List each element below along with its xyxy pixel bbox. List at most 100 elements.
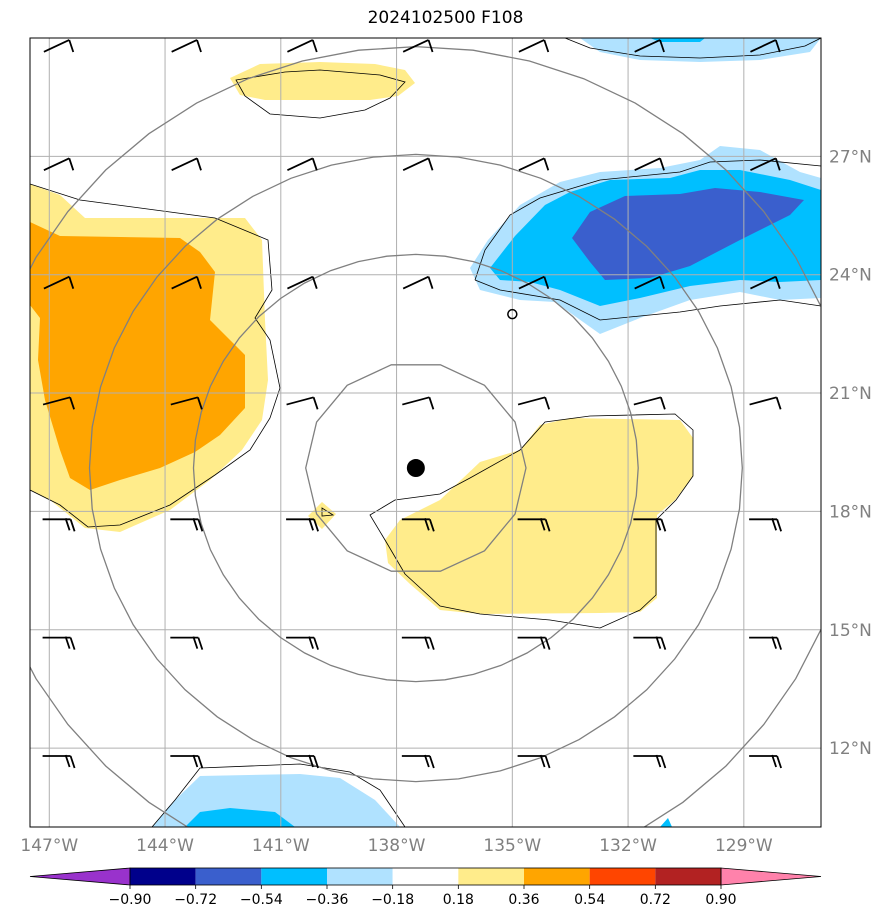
lon-tick-label-5: 132°W [599, 836, 657, 856]
lat-tick-label-4: 15°N [829, 621, 872, 641]
wind-barb-12 [634, 157, 665, 171]
wind-barb-0 [43, 39, 75, 53]
wind-barb-39 [517, 636, 551, 650]
lon-tick-label-6: 129°W [715, 836, 773, 856]
negative-anomaly-south-sliver [660, 818, 672, 827]
lat-tick-label-0: 27°N [829, 147, 872, 167]
colorbar-segment-5 [458, 868, 524, 885]
wind-barb-18 [518, 275, 550, 290]
colorbar-segment-1 [195, 868, 262, 885]
colorbar-segment-3 [327, 868, 393, 885]
contour-topright [564, 38, 821, 59]
wind-barb-9 [287, 157, 318, 171]
wind-barb-25 [517, 396, 550, 410]
wind-barb-17 [402, 275, 434, 290]
colorbar-segment-8 [655, 868, 721, 885]
latitude-axis: 27°N 24°N 21°N 18°N 15°N 12°N [829, 147, 872, 759]
wind-barb-44 [286, 754, 319, 769]
wind-barb-14 [43, 275, 75, 290]
wind-barb-5 [634, 39, 665, 53]
positive-anomaly-north [230, 62, 415, 100]
wind-barb-38 [401, 636, 435, 650]
contour-south [151, 763, 406, 827]
wind-barb-47 [633, 754, 667, 769]
wind-barb-3 [402, 39, 434, 53]
wind-barb-26 [633, 396, 666, 410]
range-ring-0 [305, 364, 527, 572]
colorbar-label-2: −0.54 [240, 892, 283, 908]
range-rings [30, 45, 821, 827]
colorbar-label-6: 0.36 [508, 892, 539, 908]
range-ring-2 [88, 153, 743, 783]
colorbar-label-9: 0.90 [705, 892, 736, 908]
wind-barb-21 [42, 396, 75, 410]
negative-anomaly-northeast-core [572, 188, 804, 280]
wind-barb-19 [634, 275, 665, 290]
lon-tick-label-4: 135°W [483, 836, 541, 856]
colorbar-segment-0 [130, 868, 196, 885]
wind-barb-24 [402, 396, 435, 410]
colorbar-extension-high [720, 867, 822, 886]
lon-tick-label-3: 138°W [368, 836, 426, 856]
colorbar-outline [129, 867, 722, 886]
colorbar-segment-2 [261, 868, 327, 885]
lat-tick-label-2: 21°N [829, 384, 872, 404]
wind-barb-37 [286, 636, 319, 650]
wind-barb-15 [171, 275, 202, 290]
wind-barb-34 [749, 518, 782, 532]
wind-barbs [42, 39, 782, 769]
contour-north [235, 69, 406, 119]
colorbar-label-5: 0.18 [443, 892, 474, 908]
wind-barb-1 [171, 39, 202, 53]
negative-anomaly-south-mid [185, 808, 295, 827]
wind-barb-16 [287, 275, 318, 290]
wind-barb-11 [518, 157, 550, 171]
contour-west [30, 183, 281, 528]
storm-center-marker [406, 459, 425, 478]
lat-tick-label-1: 24°N [829, 266, 872, 286]
gridlines [30, 38, 821, 827]
lon-tick-label-1: 144°W [136, 836, 194, 856]
longitude-axis: 147°W 144°W 141°W 138°W 135°W 132°W 129°W [20, 836, 772, 856]
map-frame [29, 37, 822, 828]
wind-barb-45 [401, 754, 435, 769]
wind-barb-28 [42, 518, 76, 532]
contour-southeast [369, 413, 694, 629]
colorbar-label-3: −0.36 [306, 892, 349, 908]
colorbar-label-1: −0.72 [174, 892, 217, 908]
wind-barb-36 [170, 636, 204, 650]
colorbar-segment-6 [524, 868, 590, 885]
map-title: 2024102500 F108 [367, 8, 524, 28]
wind-barb-10 [402, 157, 434, 171]
wind-barb-41 [749, 636, 782, 650]
positive-anomaly-west-core [30, 222, 245, 490]
secondary-center-marker [507, 308, 518, 320]
colorbar-segment-4 [392, 868, 459, 885]
wind-barb-8 [171, 157, 202, 171]
wind-barb-31 [401, 518, 435, 532]
negative-anomaly-topright-mid [650, 38, 705, 42]
colorbar-label-4: −0.18 [371, 892, 414, 908]
wind-barb-23 [286, 396, 319, 410]
wind-barb-6 [750, 39, 781, 53]
anomaly-fill-layer [30, 38, 821, 827]
wind-barb-29 [170, 518, 204, 532]
range-ring-1 [192, 253, 639, 683]
wind-barb-43 [170, 754, 204, 769]
wind-barb-35 [42, 636, 76, 650]
colorbar-label-0: −0.90 [109, 892, 152, 908]
wind-barb-33 [633, 518, 667, 532]
colorbar-label-8: 0.72 [640, 892, 671, 908]
wind-barb-48 [749, 754, 782, 769]
wind-barb-42 [42, 754, 76, 769]
wind-barb-2 [287, 39, 318, 53]
wind-barb-22 [170, 396, 203, 410]
wind-barb-46 [517, 754, 551, 769]
wind-barb-4 [518, 39, 550, 53]
colorbar-extension-low [29, 867, 131, 886]
wind-barb-7 [43, 157, 75, 171]
wind-barb-40 [633, 636, 667, 650]
colorbar-segment-7 [589, 868, 656, 885]
lat-tick-label-3: 18°N [829, 502, 872, 522]
